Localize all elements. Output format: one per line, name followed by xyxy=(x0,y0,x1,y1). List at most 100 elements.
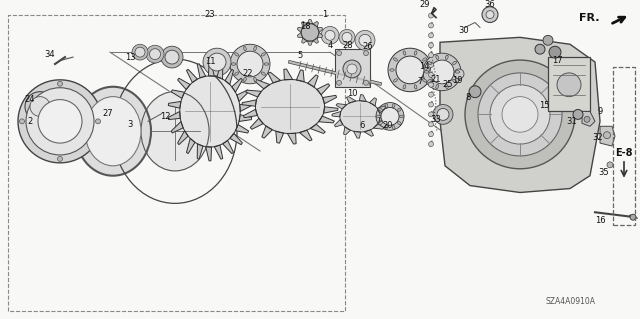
Ellipse shape xyxy=(253,78,257,82)
Polygon shape xyxy=(323,107,338,113)
Polygon shape xyxy=(353,131,361,138)
Circle shape xyxy=(454,69,464,79)
Text: 13: 13 xyxy=(125,53,135,62)
Polygon shape xyxy=(239,103,252,111)
Polygon shape xyxy=(225,69,234,85)
Circle shape xyxy=(343,60,361,78)
Circle shape xyxy=(429,43,433,48)
Polygon shape xyxy=(369,98,376,106)
Polygon shape xyxy=(246,90,261,97)
Circle shape xyxy=(535,44,545,54)
Circle shape xyxy=(478,73,562,156)
Circle shape xyxy=(150,49,161,60)
Ellipse shape xyxy=(244,78,246,82)
Polygon shape xyxy=(230,133,243,145)
Text: 32: 32 xyxy=(593,133,604,142)
Polygon shape xyxy=(301,21,307,27)
Text: 14: 14 xyxy=(419,63,429,71)
Circle shape xyxy=(486,11,494,19)
Ellipse shape xyxy=(424,71,429,73)
Polygon shape xyxy=(298,27,303,33)
Circle shape xyxy=(58,81,63,86)
Polygon shape xyxy=(284,69,292,80)
Circle shape xyxy=(423,53,461,91)
Ellipse shape xyxy=(244,46,246,51)
Circle shape xyxy=(396,56,424,84)
Polygon shape xyxy=(332,111,341,117)
Text: 3: 3 xyxy=(127,120,132,129)
Polygon shape xyxy=(217,64,223,79)
Polygon shape xyxy=(141,92,209,171)
Ellipse shape xyxy=(426,69,430,71)
Polygon shape xyxy=(178,131,188,145)
Ellipse shape xyxy=(261,72,266,75)
Polygon shape xyxy=(205,147,212,161)
Circle shape xyxy=(230,44,270,84)
Text: E-8: E-8 xyxy=(615,148,633,158)
Text: 29: 29 xyxy=(420,0,430,9)
Text: 5: 5 xyxy=(298,51,303,60)
Polygon shape xyxy=(308,75,318,87)
Text: 27: 27 xyxy=(102,109,113,118)
Bar xyxy=(548,57,590,111)
Text: 23: 23 xyxy=(205,10,215,19)
Ellipse shape xyxy=(436,55,438,60)
Ellipse shape xyxy=(394,79,397,82)
Ellipse shape xyxy=(85,97,141,166)
Polygon shape xyxy=(214,145,223,159)
Text: 16: 16 xyxy=(595,216,605,225)
Polygon shape xyxy=(250,118,263,129)
Circle shape xyxy=(429,92,433,97)
Ellipse shape xyxy=(445,84,448,89)
Circle shape xyxy=(429,23,433,28)
Circle shape xyxy=(490,85,550,144)
Circle shape xyxy=(18,80,102,163)
Circle shape xyxy=(30,97,50,116)
Circle shape xyxy=(342,33,352,42)
Circle shape xyxy=(573,109,583,119)
Text: 12: 12 xyxy=(160,112,170,121)
Text: 28: 28 xyxy=(342,41,353,50)
Circle shape xyxy=(95,119,100,124)
Ellipse shape xyxy=(403,51,406,55)
Circle shape xyxy=(429,102,433,107)
Circle shape xyxy=(325,30,335,40)
Bar xyxy=(613,67,635,225)
Circle shape xyxy=(381,108,399,125)
Ellipse shape xyxy=(75,87,151,176)
Polygon shape xyxy=(377,106,385,113)
Circle shape xyxy=(502,97,538,132)
Circle shape xyxy=(25,92,55,121)
Circle shape xyxy=(557,73,581,97)
Circle shape xyxy=(604,132,611,139)
Circle shape xyxy=(429,72,433,78)
Text: 30: 30 xyxy=(459,26,469,35)
Text: 31: 31 xyxy=(566,117,577,126)
Polygon shape xyxy=(301,38,307,43)
Polygon shape xyxy=(268,72,280,83)
Ellipse shape xyxy=(397,122,401,125)
Text: 4: 4 xyxy=(328,41,333,50)
Ellipse shape xyxy=(385,103,388,108)
Text: 7: 7 xyxy=(417,77,422,86)
Ellipse shape xyxy=(392,125,395,130)
Circle shape xyxy=(347,64,357,74)
Polygon shape xyxy=(359,95,367,101)
Bar xyxy=(335,49,370,87)
Circle shape xyxy=(429,112,433,117)
Polygon shape xyxy=(262,126,273,138)
Circle shape xyxy=(161,46,183,68)
Ellipse shape xyxy=(390,69,394,71)
Circle shape xyxy=(607,162,613,168)
Circle shape xyxy=(429,132,433,137)
Ellipse shape xyxy=(231,63,236,65)
Circle shape xyxy=(364,80,369,85)
Polygon shape xyxy=(186,138,195,154)
Polygon shape xyxy=(300,130,312,141)
Text: 18: 18 xyxy=(300,22,310,31)
Text: 22: 22 xyxy=(243,70,253,78)
Text: 25: 25 xyxy=(443,80,453,89)
Circle shape xyxy=(630,214,636,220)
Circle shape xyxy=(429,122,433,127)
Polygon shape xyxy=(340,101,380,132)
